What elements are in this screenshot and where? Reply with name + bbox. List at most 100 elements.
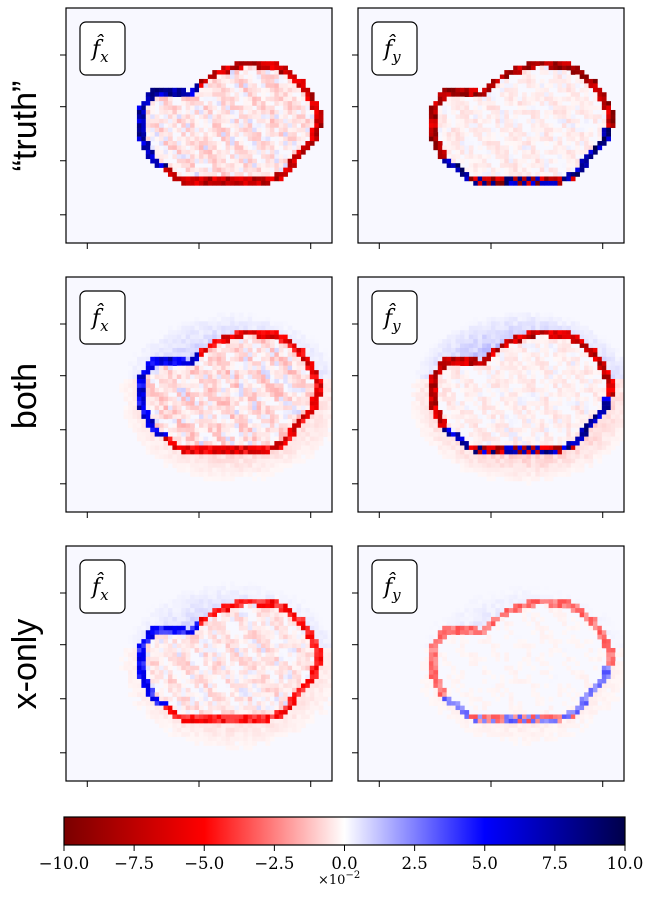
heatmap-cell bbox=[544, 180, 549, 186]
heatmap-cell bbox=[513, 356, 518, 362]
heatmap-cell bbox=[247, 109, 253, 115]
heatmap-cell bbox=[252, 621, 257, 627]
heatmap-cell bbox=[561, 105, 567, 111]
heatmap-cell bbox=[601, 396, 607, 402]
heatmap-cell bbox=[526, 96, 532, 102]
heatmap-cell bbox=[203, 427, 209, 433]
heatmap-cell bbox=[592, 87, 598, 93]
heatmap-cell bbox=[318, 423, 324, 429]
heatmap-cell bbox=[128, 392, 133, 398]
heatmap-cell bbox=[190, 154, 195, 160]
heatmap-cell bbox=[486, 365, 492, 371]
heatmap-cell bbox=[584, 396, 589, 402]
heatmap-cell bbox=[274, 127, 280, 133]
heatmap-cell bbox=[437, 356, 443, 362]
heatmap-cell bbox=[274, 665, 280, 671]
heatmap-cell bbox=[252, 127, 257, 133]
heatmap-cell bbox=[539, 454, 545, 460]
heatmap-cell bbox=[588, 374, 594, 380]
heatmap-cell bbox=[548, 180, 554, 186]
heatmap-cell bbox=[314, 118, 319, 124]
heatmap-cell bbox=[535, 396, 541, 402]
heatmap-cell bbox=[548, 405, 554, 411]
heatmap-cell bbox=[597, 418, 603, 424]
heatmap-cell bbox=[495, 321, 501, 327]
heatmap-cell bbox=[159, 608, 164, 613]
heatmap-cell bbox=[163, 101, 169, 106]
heatmap-cell bbox=[230, 101, 235, 106]
heatmap-cell bbox=[216, 149, 222, 155]
heatmap-cell bbox=[176, 463, 182, 468]
heatmap-cell bbox=[167, 630, 173, 635]
heatmap-cell bbox=[428, 343, 434, 349]
heatmap-cell bbox=[256, 167, 262, 173]
heatmap-cell bbox=[499, 321, 505, 327]
heatmap-cell bbox=[437, 141, 443, 146]
heatmap-cell bbox=[508, 370, 514, 375]
heatmap-cell bbox=[159, 365, 164, 371]
heatmap-cell bbox=[570, 321, 576, 327]
heatmap-cell bbox=[141, 136, 147, 142]
heatmap-cell bbox=[535, 172, 541, 177]
heatmap-cell bbox=[274, 612, 280, 618]
heatmap-cell bbox=[557, 392, 563, 398]
heatmap-cell bbox=[323, 432, 328, 437]
heatmap-cell bbox=[309, 370, 315, 375]
heatmap-cell bbox=[561, 370, 567, 375]
heatmap-cell bbox=[265, 167, 271, 173]
heatmap-cell bbox=[300, 436, 306, 442]
heatmap-cell bbox=[265, 370, 271, 375]
heatmap-cell bbox=[154, 392, 160, 398]
heatmap-cell bbox=[225, 109, 231, 115]
heatmap-cell bbox=[176, 330, 182, 335]
heatmap-cell bbox=[292, 83, 297, 89]
heatmap-cell bbox=[517, 361, 523, 366]
heatmap-cell bbox=[544, 172, 549, 177]
heatmap-cell bbox=[203, 118, 209, 124]
heatmap-cell bbox=[261, 608, 266, 613]
heatmap-cell bbox=[318, 396, 324, 402]
heatmap-cell bbox=[588, 145, 594, 151]
heatmap-cell bbox=[141, 647, 147, 653]
heatmap-cell bbox=[499, 158, 505, 164]
heatmap-cell bbox=[504, 321, 510, 327]
heatmap-cell bbox=[243, 652, 249, 658]
heatmap-cell bbox=[256, 339, 262, 344]
heatmap-cell bbox=[530, 383, 536, 389]
heatmap-cell bbox=[287, 105, 293, 111]
heatmap-cell bbox=[287, 361, 293, 366]
heatmap-cell bbox=[570, 70, 576, 75]
heatmap-cell bbox=[530, 392, 536, 398]
heatmap-cell bbox=[464, 414, 470, 420]
heatmap-cell bbox=[442, 145, 447, 151]
heatmap-cell bbox=[566, 467, 572, 473]
heatmap-cell bbox=[584, 325, 589, 331]
heatmap-cell bbox=[181, 163, 186, 168]
heatmap-cell bbox=[230, 163, 235, 168]
heatmap-cell bbox=[283, 321, 288, 327]
heatmap-cell bbox=[287, 634, 293, 640]
heatmap-cell bbox=[185, 127, 191, 133]
heatmap-cell bbox=[314, 370, 319, 375]
heatmap-cell bbox=[455, 101, 461, 106]
heatmap-cell bbox=[194, 405, 200, 411]
heatmap-cell bbox=[522, 401, 527, 406]
heatmap-cell bbox=[522, 472, 527, 477]
heatmap-cell bbox=[517, 132, 523, 137]
heatmap-cell bbox=[548, 149, 554, 155]
heatmap-cell bbox=[265, 321, 271, 327]
heatmap-cell bbox=[455, 105, 461, 111]
heatmap-cell bbox=[566, 167, 572, 173]
heatmap-cell bbox=[172, 616, 178, 622]
heatmap-cell bbox=[513, 436, 518, 442]
heatmap-cell bbox=[486, 83, 492, 89]
heatmap-cell bbox=[553, 114, 558, 120]
heatmap-cell bbox=[269, 356, 275, 362]
heatmap-cell bbox=[526, 476, 532, 482]
heatmap-cell bbox=[141, 374, 147, 380]
heatmap-cell bbox=[128, 401, 133, 406]
heatmap-cell bbox=[309, 612, 315, 618]
heatmap-cell bbox=[300, 361, 306, 366]
heatmap-cell bbox=[575, 361, 580, 366]
heatmap-cell bbox=[190, 643, 195, 649]
